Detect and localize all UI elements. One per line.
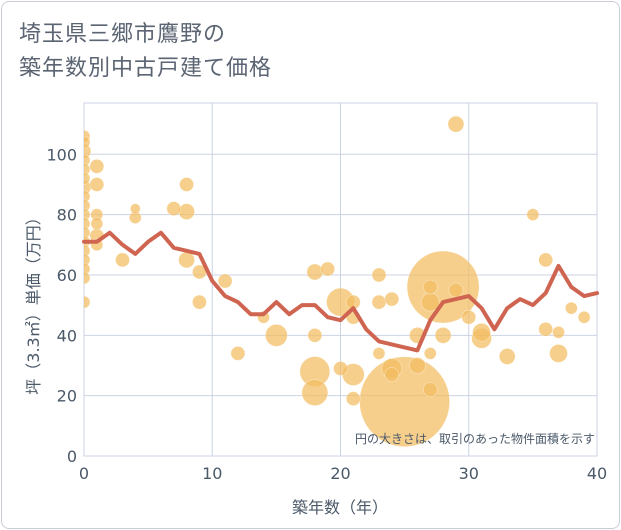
- data-bubble: [422, 382, 438, 397]
- data-bubble: [84, 271, 91, 285]
- data-bubble: [538, 321, 554, 337]
- data-bubble: [384, 291, 400, 307]
- data-bubble: [217, 273, 233, 289]
- data-bubble: [265, 324, 288, 347]
- chart-title-line-2: 築年数別中古戸建て価格: [19, 56, 273, 81]
- data-bubble: [565, 301, 578, 315]
- data-bubble: [371, 267, 387, 283]
- y-tick-label: 40: [57, 326, 77, 345]
- chart-title-line-1: 埼玉県三郷市鷹野の: [19, 22, 227, 47]
- x-tick-label: 20: [330, 464, 350, 483]
- data-bubble: [320, 261, 335, 277]
- chart-title: 埼玉県三郷市鷹野の 築年数別中古戸建て価格: [19, 18, 272, 86]
- x-tick-label: 10: [202, 464, 222, 483]
- data-bubble: [422, 279, 438, 295]
- grid: [83, 102, 598, 457]
- data-bubble: [434, 327, 452, 344]
- data-bubble: [423, 347, 437, 360]
- data-bubble: [84, 135, 91, 149]
- data-bubble: [230, 346, 246, 361]
- series-line-平均: [82, 230, 599, 353]
- data-bubble: [178, 203, 195, 220]
- data-bubble: [372, 347, 386, 360]
- bubbles: [84, 115, 591, 447]
- data-bubble: [301, 379, 329, 406]
- data-bubble: [333, 361, 348, 376]
- data-bubble: [115, 252, 130, 268]
- data-bubble: [346, 391, 361, 406]
- data-bubble: [89, 177, 105, 192]
- data-bubble: [89, 159, 105, 174]
- data-bubble: [409, 357, 426, 374]
- y-tick-label: 60: [57, 266, 77, 285]
- x-tick-label: 40: [587, 464, 607, 483]
- data-bubble: [549, 344, 568, 363]
- data-bubble: [448, 282, 464, 298]
- data-bubble: [577, 310, 591, 324]
- y-axis-label: 坪（3.3㎡）単価（万円）: [24, 209, 43, 394]
- x-tick-label: 30: [459, 464, 479, 483]
- data-bubble: [461, 309, 477, 325]
- data-bubble: [306, 263, 324, 281]
- data-bubble: [192, 294, 207, 310]
- y-tick-label: 0: [67, 447, 77, 466]
- data-bubble: [178, 251, 195, 269]
- data-bubble: [447, 115, 465, 133]
- x-tick-label: 0: [79, 464, 89, 483]
- data-bubble: [384, 367, 400, 382]
- data-bubble: [371, 294, 387, 310]
- data-bubble: [526, 208, 540, 221]
- data-bubble: [130, 203, 141, 214]
- data-bubble: [472, 322, 491, 342]
- data-bubble: [90, 217, 104, 230]
- data-bubble: [84, 295, 91, 309]
- y-tick-label: 20: [57, 387, 77, 406]
- data-bubble: [538, 252, 554, 268]
- data-bubble: [84, 172, 91, 185]
- data-bubble: [307, 328, 323, 343]
- x-axis-label: 築年数（年）: [292, 498, 388, 517]
- data-bubble: [166, 201, 182, 216]
- size-legend-note: 円の大きさは、取引のあった物件面積を示す: [355, 431, 595, 446]
- axes: 0 20 40 60 80 100 0 10 20 30 40: [46, 145, 607, 483]
- data-bubble: [498, 348, 516, 365]
- data-bubble: [179, 177, 194, 192]
- y-tick-label: 100: [46, 145, 77, 164]
- y-tick-label: 80: [57, 206, 77, 225]
- data-bubble: [552, 325, 565, 339]
- average-line: [82, 230, 599, 353]
